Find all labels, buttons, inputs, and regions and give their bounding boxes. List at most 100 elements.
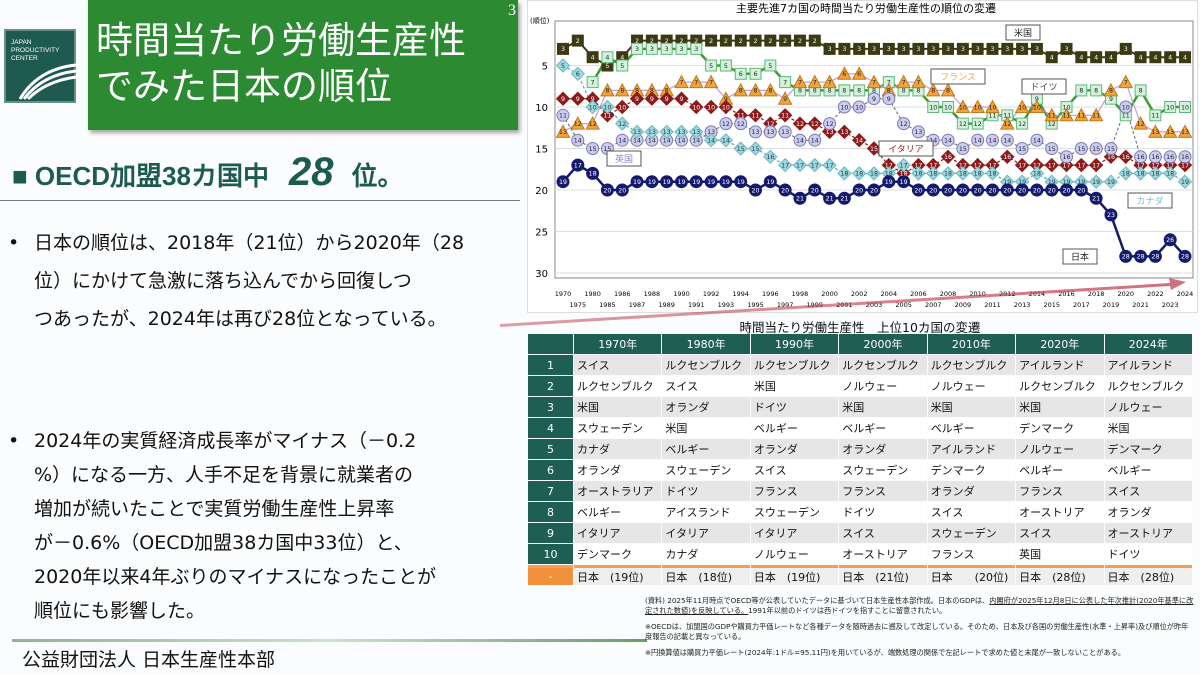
- data-label: 21: [1092, 196, 1100, 203]
- data-label: 20: [944, 187, 952, 194]
- data-point: 2: [571, 34, 584, 47]
- series-label: 日本: [1062, 248, 1098, 265]
- data-point: 11: [600, 108, 615, 123]
- data-point: 8: [748, 82, 763, 97]
- data-label: 19: [1018, 179, 1026, 186]
- data-point: 14: [851, 132, 867, 148]
- x-tick-label: 2015: [1043, 301, 1060, 309]
- data-label: 13: [692, 129, 700, 136]
- data-point: 13: [778, 125, 792, 139]
- data-label: 14: [677, 138, 685, 145]
- data-label: 10: [988, 104, 996, 111]
- data-label: 2: [709, 38, 713, 45]
- data-label: 14: [574, 138, 582, 145]
- data-label: 17: [1151, 162, 1159, 169]
- japan-productivity-center-logo: JAPAN PRODUCTIVITY CENTER: [4, 29, 77, 103]
- japan-row: - 日本 (19位) 日本 (18位) 日本 (19位) 日本 (21位) 日本 (20位…: [528, 565, 1192, 585]
- country-cell: オーストリア: [1016, 502, 1104, 522]
- series-label: フランス: [930, 68, 986, 85]
- table-row: 9 イタリア イタリア イタリア スイス スウェーデン スイス オーストリア: [528, 523, 1192, 543]
- country-cell: スイス: [574, 355, 662, 375]
- data-point: 7: [792, 74, 808, 89]
- data-label: 17: [1018, 162, 1026, 169]
- data-label: 19: [885, 179, 893, 186]
- data-label: 15: [589, 146, 597, 153]
- data-label: 7: [694, 79, 698, 86]
- country-cell: ルクセンブルク: [574, 376, 662, 396]
- rank-cell: 7: [528, 481, 573, 501]
- data-point: 3: [660, 42, 673, 55]
- country-cell: オーストリア: [1104, 523, 1192, 543]
- data-label: 4: [1094, 55, 1098, 62]
- data-label: 12: [574, 121, 582, 128]
- data-label: 19: [1077, 179, 1085, 186]
- data-label: 13: [840, 129, 848, 136]
- country-cell: ノルウェー: [839, 376, 927, 396]
- data-label: 6: [754, 71, 758, 78]
- data-point: 20: [600, 183, 614, 197]
- data-point: 17: [1088, 157, 1104, 173]
- data-point: 20: [911, 183, 925, 197]
- data-label: 9: [1109, 96, 1113, 103]
- data-point: 28: [1178, 249, 1192, 263]
- data-label: 16: [1107, 154, 1115, 161]
- country-cell: ベルギー: [662, 439, 750, 459]
- data-point: 14: [985, 133, 999, 147]
- rank-cell: 4: [528, 418, 573, 438]
- data-point: 13: [763, 125, 777, 139]
- data-point: 10: [600, 99, 615, 115]
- country-cell: ベルギー: [750, 418, 839, 438]
- data-label: 14: [944, 138, 952, 145]
- data-label: 3: [679, 46, 683, 53]
- data-point: 20: [808, 183, 822, 197]
- data-label: 17: [811, 162, 819, 169]
- data-point: 15: [1015, 142, 1029, 155]
- data-point: 11: [1088, 107, 1104, 122]
- data-label: 16: [1063, 154, 1071, 161]
- data-point: 19: [1177, 174, 1193, 189]
- x-tick-label: 2000: [821, 290, 838, 298]
- bullet-1: • 日本の順位は、2018年（21位）から2020年（28 位）にかけて急激に落…: [8, 224, 464, 338]
- column-header: 1970年: [574, 334, 662, 354]
- bullet-line: つあったが、2024年は再び28位となっている。: [34, 308, 447, 330]
- data-label: 14: [1003, 138, 1011, 145]
- data-label: 17: [1033, 162, 1041, 169]
- data-label: 6: [842, 71, 846, 78]
- data-label: 18: [988, 171, 996, 178]
- data-point: 18: [911, 166, 926, 181]
- data-point: 8: [940, 82, 956, 97]
- top10-table: 1970年 1980年 1990年 2000年 2010年 2020年 2024年 1 スイス…: [527, 333, 1193, 586]
- data-label: 18: [944, 171, 952, 178]
- data-point: 6: [570, 66, 586, 82]
- country-cell: ドイツ: [750, 397, 839, 417]
- series-name: フランス: [940, 72, 976, 83]
- data-point: 7: [703, 74, 719, 89]
- country-cell: フランス: [927, 544, 1016, 564]
- data-label: 19: [1003, 179, 1011, 186]
- column-header: 2000年: [839, 334, 927, 354]
- data-label: 10: [944, 104, 952, 111]
- data-point: 13: [1162, 124, 1178, 138]
- data-point: 12: [897, 117, 911, 131]
- x-tick-label: 2016: [1058, 290, 1075, 298]
- data-point: 20: [749, 183, 763, 197]
- data-point: 13: [674, 124, 689, 140]
- data-label: 11: [1092, 113, 1100, 120]
- data-point: 19: [556, 175, 570, 189]
- country-cell: ノルウェー: [927, 376, 1016, 396]
- data-point: 16: [1118, 149, 1133, 165]
- data-label: 15: [1107, 146, 1115, 153]
- data-label: 17: [781, 162, 789, 169]
- data-label: 13: [752, 129, 760, 136]
- bullet-line: 位）にかけて急激に落ち込んでから回復しつ: [34, 270, 412, 292]
- data-label: 15: [1018, 146, 1026, 153]
- country-cell: フランス: [750, 481, 839, 501]
- data-label: 12: [811, 121, 819, 128]
- data-point: 7: [822, 74, 837, 89]
- data-label: 2: [798, 38, 802, 45]
- data-label: 7: [872, 79, 876, 86]
- data-label: 11: [752, 113, 760, 120]
- data-label: 17: [574, 162, 582, 169]
